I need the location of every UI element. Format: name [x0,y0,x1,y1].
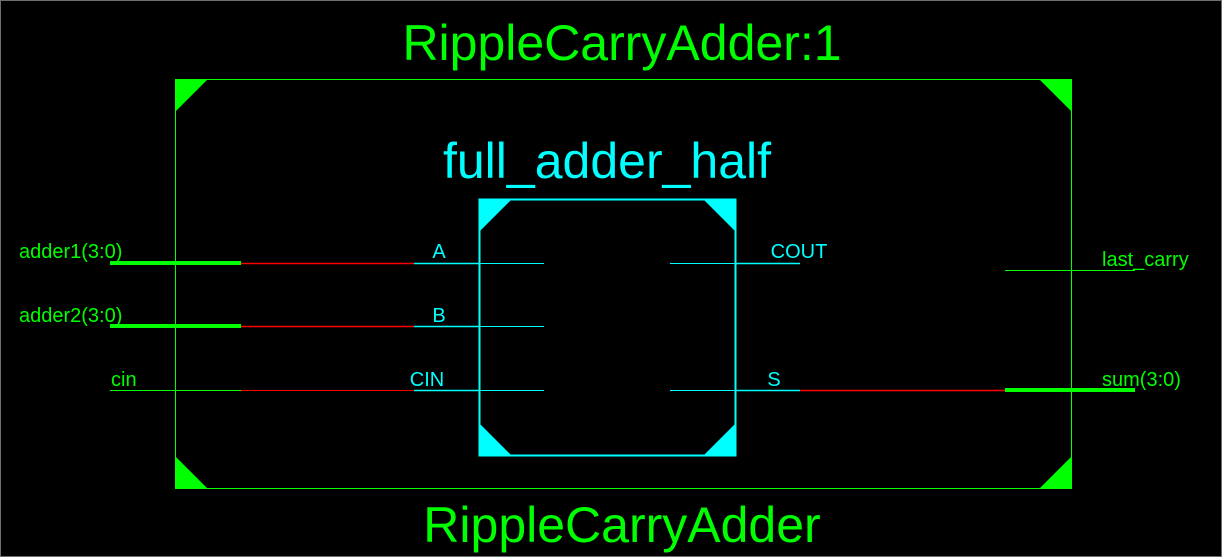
port-label-last-carry: last_carry [1102,249,1189,271]
inner-corner-top-right [703,199,736,232]
instance-title: RippleCarryAdder:1 [402,15,841,71]
pin-label-s: S [767,369,780,391]
inner-block-border [478,198,737,457]
module-name: RippleCarryAdder [423,497,820,553]
nets [110,261,1135,392]
pin-label-b: B [432,305,445,327]
inner-corner-top-left [479,199,512,232]
inner-pin-stubs [414,262,800,392]
outer-corner-bottom-left [175,456,208,489]
outer-corner-top-left [175,79,208,112]
pin-label-cin: CIN [410,369,444,391]
inner-corner-bottom-left [479,423,512,456]
outer-corner-top-right [1039,79,1072,112]
inner-corner-bottom-right [703,423,736,456]
port-label-adder2: adder2(3:0) [19,305,122,327]
port-label-cin: cin [111,369,137,391]
pin-label-cout: COUT [771,241,828,263]
outer-corner-bottom-right [1039,456,1072,489]
outer-block[interactable] [175,79,1072,489]
submodule-name: full_adder_half [443,133,771,189]
outer-block-border [175,79,1072,489]
port-label-adder1: adder1(3:0) [19,241,122,263]
pin-label-a: A [432,241,446,263]
inner-block[interactable] [478,198,737,457]
port-label-sum: sum(3:0) [1102,369,1181,391]
